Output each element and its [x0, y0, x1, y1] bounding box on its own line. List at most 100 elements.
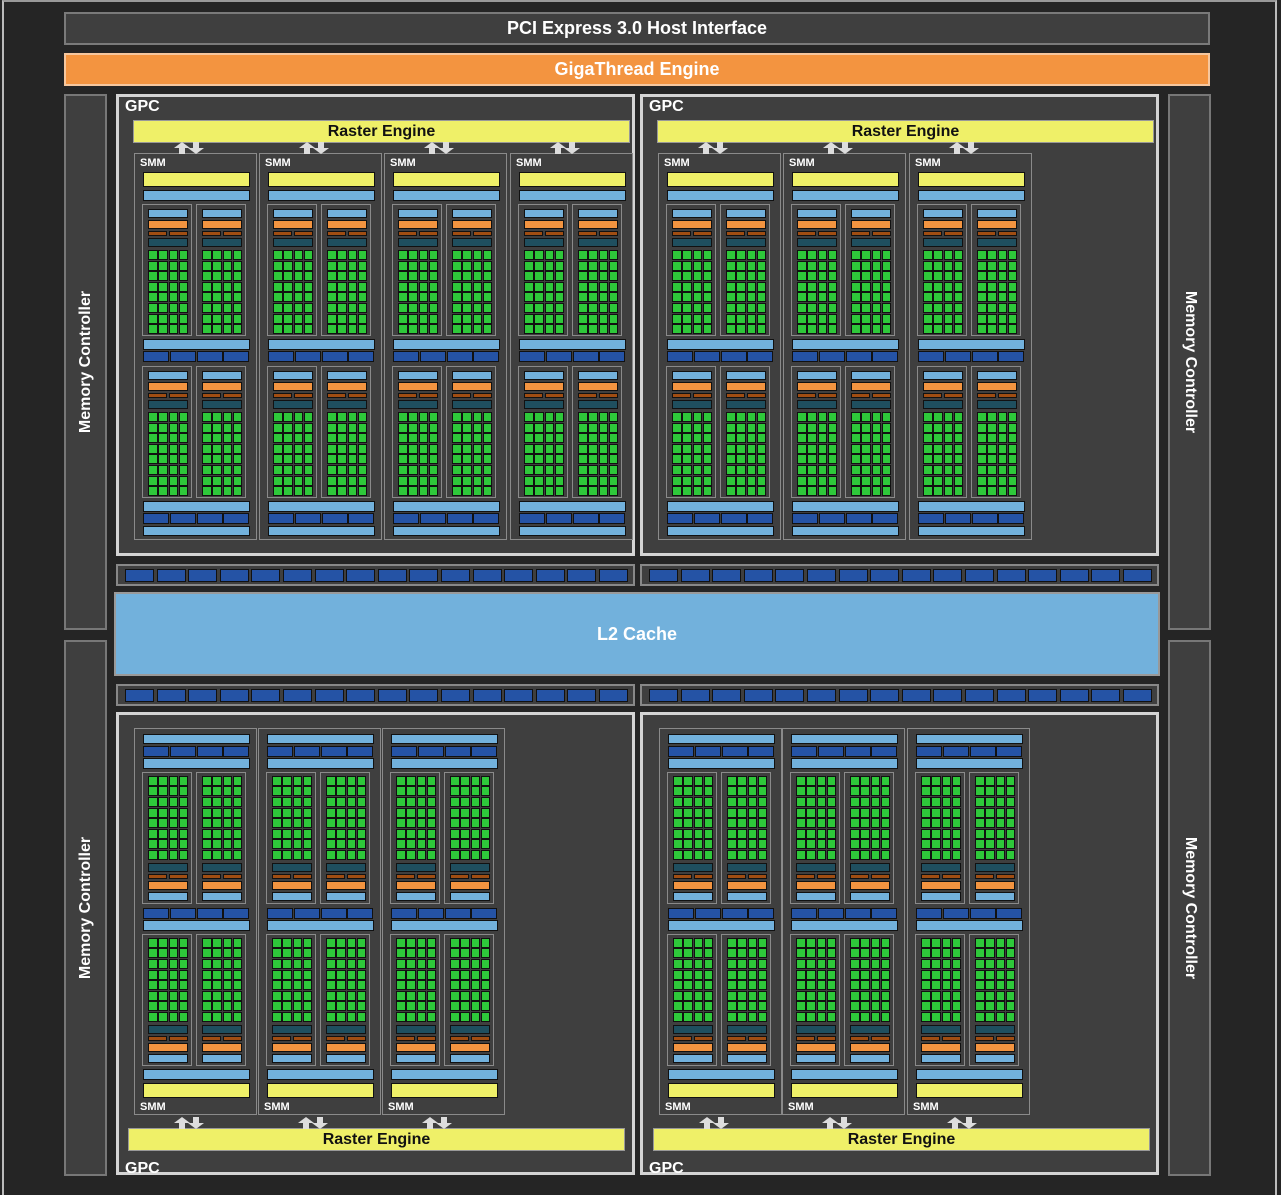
instruction-buffer: [398, 209, 438, 218]
warp-scheduler: [726, 382, 766, 391]
cuda-core: [951, 1001, 962, 1012]
cuda-core: [347, 443, 358, 454]
texture-cache: [393, 501, 500, 512]
cuda-core: [283, 324, 293, 335]
sm-partition: [267, 204, 317, 336]
cuda-core: [472, 313, 483, 324]
cuda-core: [148, 271, 158, 282]
cuda-core: [871, 260, 882, 271]
up-down-arrows-icon: [698, 142, 728, 154]
texture-unit: [748, 746, 775, 757]
instruction-buffer: [202, 371, 242, 380]
cuda-core: [357, 271, 368, 282]
dispatch-unit: [223, 1036, 242, 1041]
sm-partition: [845, 366, 895, 498]
cuda-core: [212, 271, 222, 282]
cuda-core: [272, 969, 282, 980]
cuda-core: [232, 775, 243, 786]
texture-unit: [519, 513, 545, 524]
sm-partition: [666, 366, 716, 498]
cuda-core: [827, 422, 838, 433]
cuda-core: [460, 807, 470, 818]
instruction-cache: [519, 190, 626, 201]
cuda-core: [588, 250, 598, 260]
memory-bus-block: [567, 569, 597, 582]
cuda-core: [817, 422, 828, 433]
cuda-core: [726, 465, 736, 475]
polymorph-engine: [143, 1083, 250, 1098]
cuda-core: [880, 1012, 891, 1022]
memory-bus-block: [996, 569, 1026, 582]
cuda-core: [326, 937, 336, 948]
gpc-label: GPC: [649, 98, 684, 115]
texture-cache: [918, 501, 1025, 512]
cuda-core: [346, 850, 357, 860]
cuda-core: [554, 281, 565, 292]
cuda-core: [987, 303, 997, 313]
instruction-cache: [916, 1069, 1023, 1080]
cuda-core: [544, 271, 555, 282]
cuda-core: [272, 850, 282, 860]
cuda-core: [870, 1012, 881, 1022]
cuda-core: [726, 433, 736, 444]
sm-partition: [791, 366, 841, 498]
texture-unit: [223, 746, 250, 757]
dispatch-unit: [850, 874, 869, 879]
cuda-core: [953, 443, 964, 454]
cuda-core: [747, 948, 758, 959]
texture-unit: [916, 908, 942, 919]
texture-unit: [817, 746, 844, 757]
cuda-core: [941, 850, 952, 860]
texture-unit: [169, 513, 196, 524]
dispatch-unit: [293, 874, 312, 879]
cuda-core: [746, 260, 757, 271]
dispatch-unit: [169, 393, 188, 398]
register-file: [975, 1025, 1015, 1034]
texture-unit: [667, 513, 693, 524]
cuda-core: [933, 250, 943, 260]
cuda-core: [398, 313, 408, 324]
cuda-core: [232, 1012, 243, 1022]
cuda-core: [292, 850, 303, 860]
cuda-core: [222, 948, 233, 959]
texture-cache: [143, 920, 250, 931]
cuda-core: [406, 948, 416, 959]
sm-partition: [971, 366, 1021, 498]
sm-partition: [720, 204, 770, 336]
cuda-core: [921, 807, 931, 818]
cuda-core: [452, 292, 462, 303]
dispatch-unit: [851, 231, 870, 236]
cuda-core: [797, 443, 807, 454]
cuda-core: [337, 313, 347, 324]
cuda-core: [703, 959, 714, 969]
cuda-core: [416, 807, 427, 818]
cuda-core: [923, 465, 933, 475]
texture-unit: [143, 351, 169, 362]
cuda-core: [428, 486, 439, 497]
cuda-core: [418, 443, 429, 454]
cuda-core: [398, 303, 408, 313]
cuda-core: [737, 1001, 747, 1012]
cuda-core: [336, 807, 346, 818]
dispatch-unit: [998, 393, 1017, 398]
up-down-arrows-icon: [823, 142, 853, 154]
cuda-core: [554, 422, 565, 433]
warp-scheduler: [850, 1043, 890, 1052]
cuda-core: [931, 969, 941, 980]
texture-unit: [872, 513, 899, 524]
cuda-core: [746, 271, 757, 282]
texture-unit: [519, 351, 545, 362]
cuda-core: [796, 1012, 806, 1022]
sm-partition: [572, 204, 622, 336]
cuda-core: [921, 937, 931, 948]
cuda-core: [757, 959, 768, 969]
cuda-core: [283, 443, 293, 454]
cuda-core: [212, 828, 222, 839]
cuda-core: [1007, 292, 1018, 303]
cuda-core: [702, 443, 713, 454]
cuda-core: [995, 1001, 1006, 1012]
register-file: [850, 863, 890, 872]
cuda-core: [336, 1012, 346, 1022]
cuda-core: [524, 292, 534, 303]
cuda-core: [282, 959, 292, 969]
